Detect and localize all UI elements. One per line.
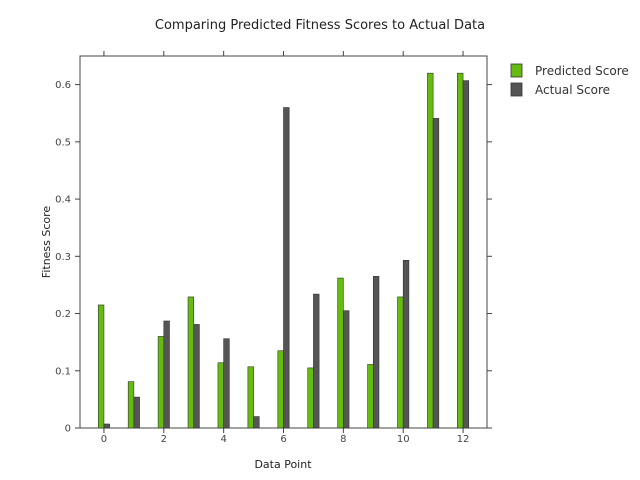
y-tick-label: 0.2 [55, 309, 71, 320]
bar-actual [163, 320, 170, 429]
x-tick-label: 12 [457, 434, 470, 445]
bar-actual [193, 324, 200, 429]
legend-label: Predicted Score [535, 64, 629, 78]
bar-actual [283, 107, 290, 429]
plot-area: 0 0.1 0.2 0.3 0.4 0.5 0.6 0 2 4 6 8 10 12 [55, 51, 492, 445]
bar-predicted [307, 367, 314, 429]
bar-predicted [217, 362, 224, 429]
y-tick-label: 0 [65, 424, 71, 435]
bar-actual [253, 416, 260, 429]
bar-predicted [337, 277, 344, 429]
bar-actual [313, 293, 320, 429]
legend-swatch [510, 63, 523, 78]
bar-predicted [247, 366, 254, 429]
x-tick-label: 2 [161, 434, 167, 445]
chart-title: Comparing Predicted Fitness Scores to Ac… [155, 18, 485, 33]
bar-predicted [127, 381, 135, 429]
y-tick-label: 0.3 [55, 252, 71, 263]
bar-actual [133, 396, 140, 429]
bar-predicted [277, 350, 284, 429]
bar-predicted [157, 336, 165, 429]
bar-actual [372, 276, 380, 429]
x-tick-label: 8 [340, 434, 346, 445]
bar-actual [402, 260, 410, 429]
x-tick-label: 0 [101, 434, 107, 445]
y-tick-label: 0.5 [55, 137, 71, 148]
bar-predicted [427, 72, 434, 429]
bar-predicted [97, 304, 105, 429]
legend-swatch [510, 82, 523, 97]
x-tick-label: 6 [280, 434, 286, 445]
bar-actual [103, 423, 110, 429]
bar-actual [223, 338, 230, 429]
x-tick-label: 4 [220, 434, 226, 445]
bar-actual [343, 310, 350, 429]
bar-predicted [397, 296, 404, 429]
x-axis-label: Data Point [254, 458, 312, 471]
bar-actual [432, 118, 440, 429]
bar-predicted [367, 364, 374, 429]
bar-predicted [457, 72, 464, 429]
bar-predicted [187, 296, 195, 429]
x-tick-label: 10 [397, 434, 410, 445]
legend: Predicted Score Actual Score [510, 63, 629, 97]
bar-actual [462, 80, 470, 429]
y-tick-label: 0.1 [55, 366, 71, 377]
y-tick-label: 0.6 [55, 80, 71, 91]
legend-label: Actual Score [535, 83, 610, 97]
y-tick-label: 0.4 [55, 195, 71, 206]
y-axis-label: Fitness Score [40, 206, 53, 279]
